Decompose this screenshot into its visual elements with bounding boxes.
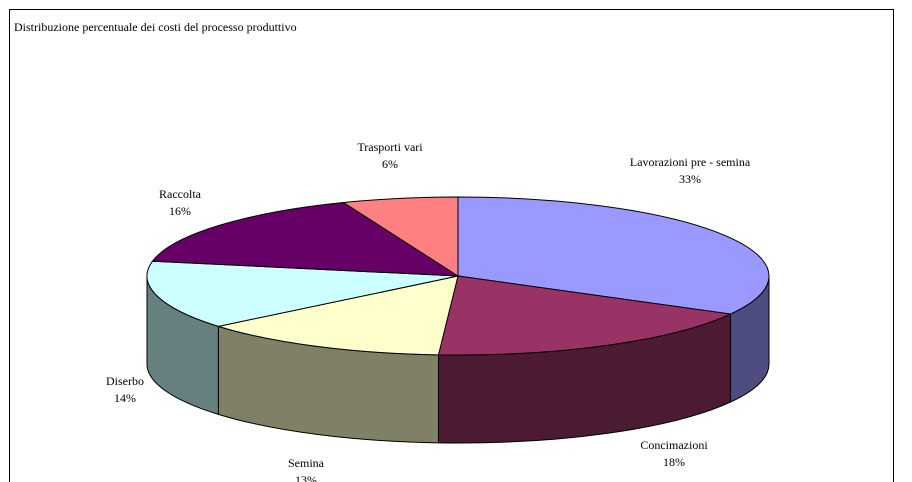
slice (151, 202, 460, 277)
slice-value-label: 14% (114, 391, 136, 405)
slice-label: Semina (288, 456, 325, 470)
chart-border (9, 9, 894, 482)
chart-title: Distribuzione percentuale dei costi del … (14, 20, 297, 34)
slice-value-label: 6% (382, 157, 398, 171)
slice-value-label: 16% (169, 204, 191, 218)
slice (146, 260, 459, 327)
slice-label: Lavorazioni pre - semina (630, 155, 751, 169)
slice-value-label: 13% (295, 473, 317, 482)
slice (457, 196, 770, 315)
slice (342, 196, 459, 277)
slice-label: Concimazioni (640, 438, 708, 452)
slice-value-label: 33% (679, 172, 701, 186)
slice-value-label: 18% (663, 455, 685, 469)
slice-label: Diserbo (106, 374, 144, 388)
slice-label: Trasporti vari (357, 140, 423, 154)
slice-label: Raccolta (159, 187, 202, 201)
slice (437, 275, 733, 356)
slice (218, 275, 459, 356)
